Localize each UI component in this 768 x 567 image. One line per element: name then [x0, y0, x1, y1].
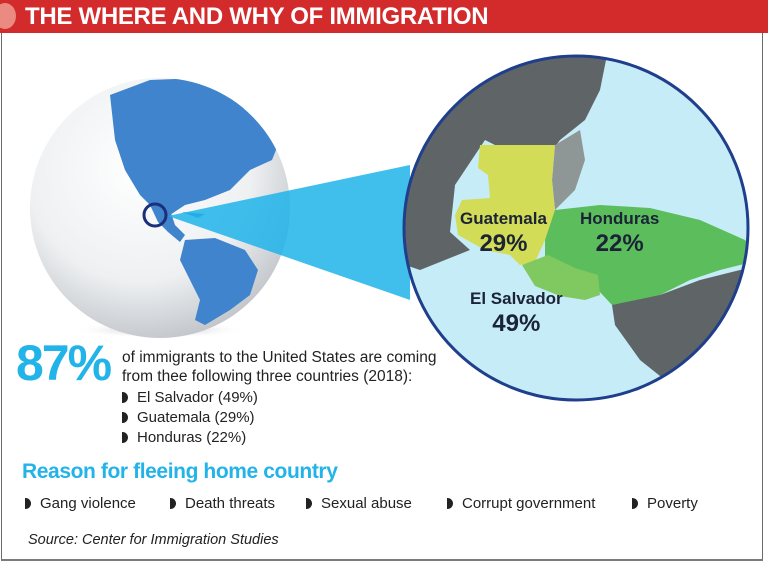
reason-item: Poverty — [632, 495, 698, 512]
bullet-icon — [122, 432, 128, 443]
map-label-honduras: Honduras 22% — [580, 209, 660, 257]
map-label-guatemala: Guatemala 29% — [460, 209, 547, 257]
reason-item: Sexual abuse — [306, 495, 412, 512]
bullet-icon — [122, 412, 128, 423]
bullet-icon — [632, 498, 638, 509]
list-item: Honduras (22%) — [122, 428, 258, 448]
reasons-heading: Reason for fleeing home country — [22, 460, 338, 483]
bullet-icon — [447, 498, 453, 509]
header-banner: THE WHERE AND WHY OF IMMIGRATION — [0, 0, 768, 33]
bullet-icon — [25, 498, 31, 509]
headline-stat: 87% — [16, 335, 112, 391]
reason-item: Corrupt government — [447, 495, 595, 512]
bullet-icon — [122, 392, 128, 403]
reason-item: Gang violence — [25, 495, 136, 512]
central-america-map — [402, 54, 750, 402]
zoom-beam — [168, 165, 410, 300]
stat-description: of immigrants to the United States are c… — [122, 349, 437, 385]
globe-icon — [30, 78, 290, 338]
country-list: El Salvador (49%) Guatemala (29%) Hondur… — [122, 388, 258, 448]
bullet-icon — [306, 498, 312, 509]
focus-ring-icon — [142, 202, 168, 228]
list-item: El Salvador (49%) — [122, 388, 258, 408]
page-title: THE WHERE AND WHY OF IMMIGRATION — [25, 3, 489, 30]
reason-item: Death threats — [170, 495, 275, 512]
list-item: Guatemala (29%) — [122, 408, 258, 428]
source-citation: Source: Center for Immigration Studies — [28, 532, 279, 548]
map-label-el-salvador: El Salvador 49% — [470, 289, 563, 337]
reasons-list: Gang violence Death threats Sexual abuse… — [0, 495, 768, 517]
header-tab-decoration — [0, 3, 16, 29]
bullet-icon — [170, 498, 176, 509]
